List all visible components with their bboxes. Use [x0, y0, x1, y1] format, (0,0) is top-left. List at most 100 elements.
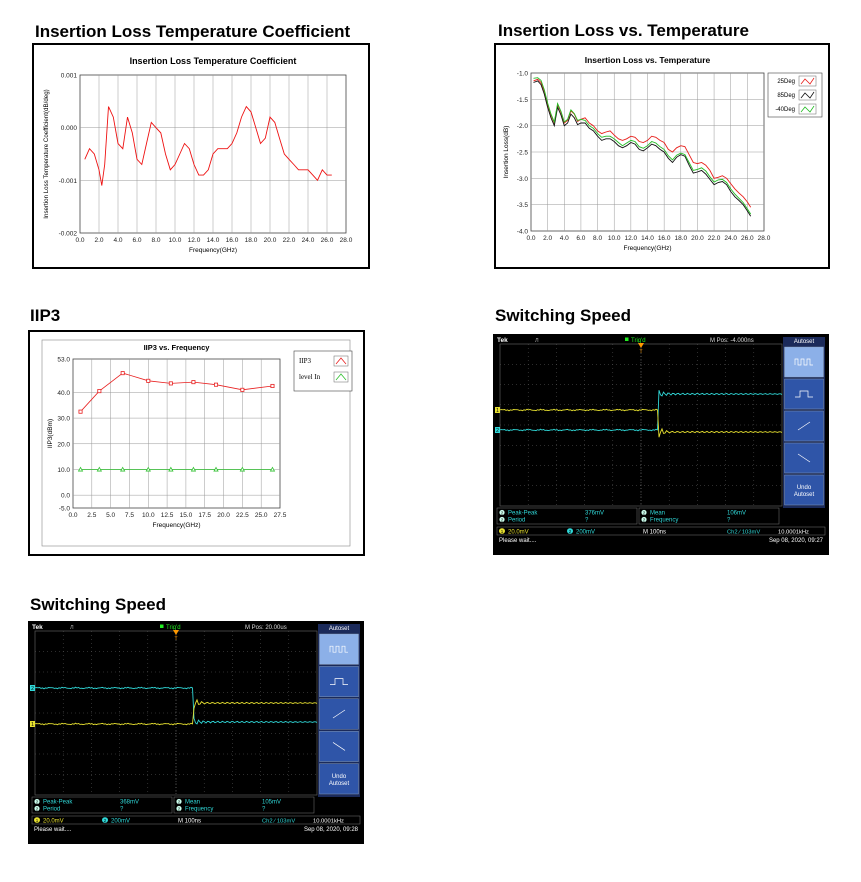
meas-box-right [173, 796, 315, 814]
ch2-waveform [499, 390, 783, 432]
ch1-scale-badge-label: 1 [501, 529, 504, 534]
meas-box-left [31, 796, 173, 814]
square-wave-icon [794, 358, 813, 366]
data-point [239, 466, 246, 472]
meas-ch: 2 [643, 511, 646, 516]
trigger-setting: Ch2 ⁄ 103mV [262, 818, 295, 824]
series-line-85Deg [533, 80, 752, 217]
pulse-icon [330, 678, 348, 685]
menu-title: Autoset [329, 626, 350, 632]
data-point [146, 378, 151, 383]
x-tick-label: 18.0 [674, 235, 687, 242]
x-tick-label: 4.0 [560, 235, 569, 242]
x-tick-label: 26.0 [321, 237, 334, 244]
trigger-marker [638, 343, 644, 348]
y-tick-label: -2.5 [517, 150, 529, 157]
x-tick-label: 17.5 [198, 512, 211, 519]
meas-box-right [638, 507, 780, 525]
x-tick-label: 5.0 [106, 512, 115, 519]
legend-label: -40Deg [775, 107, 795, 113]
acq-glyph: Л [535, 338, 539, 344]
x-tick-label: 6.0 [576, 235, 585, 242]
ch2-scale: 200mV [111, 818, 130, 824]
data-point [168, 381, 173, 386]
meas-ch: 2 [643, 518, 646, 523]
trigger-frequency: 10.0001kHz [778, 529, 809, 535]
ch2-marker [495, 427, 500, 433]
x-tick-label: 0.0 [68, 512, 77, 519]
x-tick-label: 25.0 [255, 512, 268, 519]
data-point [214, 382, 219, 387]
meas-ch-dot [641, 509, 647, 516]
meas-name: Period [508, 518, 525, 524]
heading-il-coef: Insertion Loss Temperature Coefficient [35, 22, 351, 41]
x-tick-label: 14.0 [207, 237, 220, 244]
y-tick-label: -3.5 [517, 202, 529, 209]
x-tick-label: 8.0 [593, 235, 602, 242]
m-pos-readout: M Pos: -4.000ns [710, 338, 754, 344]
rising-edge-icon [797, 421, 811, 431]
iip3-chart-frame: IIP3 vs. Frequency 0.0 2.5 5.0 7.5 10.0 12.5 15… [28, 330, 365, 556]
data-point [96, 466, 103, 472]
meas-ch-dot [641, 516, 647, 523]
chart-title: Insertion Loss vs. Temperature [585, 55, 711, 65]
trigger-marker [173, 630, 179, 635]
series-line-25Deg [533, 78, 752, 208]
data-point [213, 466, 219, 472]
x-axis-label: Frequency(GHz) [189, 247, 237, 254]
data-point [120, 466, 126, 472]
trig-status-dot [625, 337, 629, 341]
y-axis-label: Insertion Loss Temperature Coefficient(d… [43, 89, 50, 218]
data-point [78, 409, 83, 414]
ch1-scale: 20.0mV [508, 529, 529, 535]
ch2-scale-badge [102, 817, 108, 823]
y-tick-label: 0.001 [61, 73, 78, 80]
meas-ch: 2 [501, 518, 504, 523]
y-axis-label: IIP3(dBm) [47, 419, 54, 448]
x-tick-label: 24.0 [302, 237, 315, 244]
chart-title: IIP3 vs. Frequency [144, 343, 211, 352]
ch2-marker-label: 2 [31, 686, 34, 692]
heading-il-temp: Insertion Loss vs. Temperature [498, 21, 749, 40]
chart-title: Insertion Loss Temperature Coefficient [130, 56, 297, 66]
x-tick-label: 14.0 [641, 235, 654, 242]
y-tick-label: 0.000 [61, 125, 78, 132]
meas-ch: 2 [178, 807, 181, 812]
x-tick-label: 24.0 [724, 235, 737, 242]
x-tick-label: 2.0 [94, 237, 103, 244]
x-tick-label: 12.0 [625, 235, 638, 242]
legend-swatch [335, 357, 347, 365]
meas-ch-dot [34, 805, 40, 812]
meas-name: Frequency [650, 518, 678, 524]
data-point [120, 371, 125, 376]
ch1-waveform [499, 408, 783, 438]
date-time: Sep 08, 2020, 09:28 [304, 827, 359, 833]
ch1-waveform [34, 698, 318, 726]
y-tick-label: -1.5 [517, 97, 529, 104]
plot-area [72, 358, 281, 509]
meas-ch-dot [34, 798, 40, 805]
y-tick-label: -5.0 [59, 506, 71, 513]
data-point [190, 466, 197, 472]
ch2-marker-label: 2 [496, 428, 499, 434]
data-point [240, 387, 245, 392]
data-point [269, 466, 276, 472]
legend-label: 25Deg [777, 79, 795, 85]
legend-label: level In [299, 373, 321, 381]
meas-name: Period [43, 807, 60, 813]
meas-box-left [496, 507, 638, 525]
ch2-scale: 200mV [576, 529, 595, 535]
series-line-data [84, 105, 332, 186]
x-tick-label: 6.0 [132, 237, 141, 244]
status-message: Please wait.... [34, 827, 72, 833]
legend-swatch [800, 105, 815, 113]
x-tick-label: 28.0 [758, 235, 771, 242]
x-tick-label: 2.5 [87, 512, 96, 519]
x-tick-label: 22.0 [708, 235, 721, 242]
time-scale: M 100ns [643, 529, 666, 535]
series-line--40Deg [533, 77, 752, 215]
x-tick-label: 20.0 [691, 235, 704, 242]
x-tick-label: 27.5 [274, 512, 287, 519]
ch1-marker-label: 1 [31, 722, 34, 728]
scope2-frame: Tek Л Trig'd M Pos: 20.00us T 2 1 Autoset Undo Au… [28, 621, 364, 844]
